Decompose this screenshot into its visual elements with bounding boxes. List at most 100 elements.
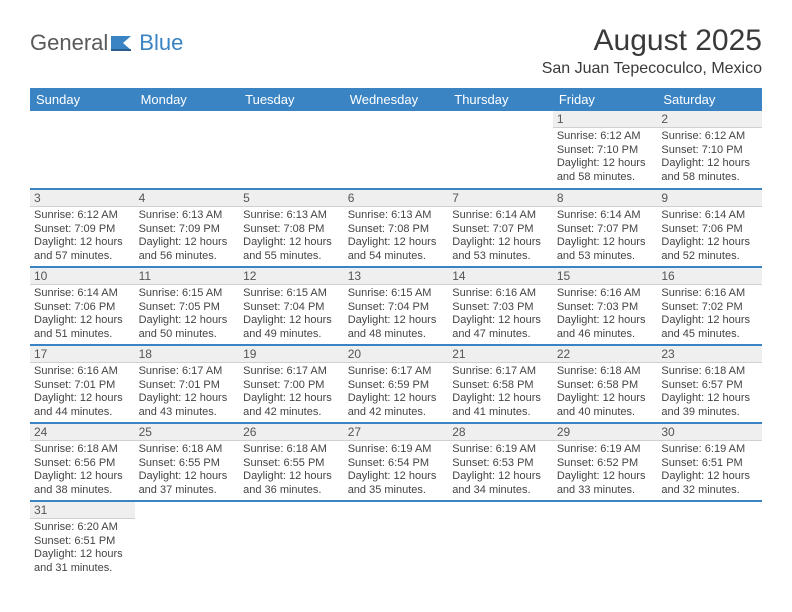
cell-body: Sunrise: 6:15 AMSunset: 7:04 PMDaylight:… (239, 285, 344, 344)
cell-body: Sunrise: 6:14 AMSunset: 7:07 PMDaylight:… (448, 207, 553, 266)
calendar-cell: .. (135, 501, 240, 579)
cell-daylight1: Daylight: 12 hours (139, 236, 236, 250)
calendar-cell: 12Sunrise: 6:15 AMSunset: 7:04 PMDayligh… (239, 267, 344, 345)
day-header: Saturday (657, 88, 762, 111)
cell-daylight1: Daylight: 12 hours (661, 157, 758, 171)
calendar-cell: 25Sunrise: 6:18 AMSunset: 6:55 PMDayligh… (135, 423, 240, 501)
cell-sunrise: Sunrise: 6:12 AM (557, 130, 654, 144)
day-number: 8 (553, 190, 658, 207)
cell-sunrise: Sunrise: 6:15 AM (243, 287, 340, 301)
cell-body: Sunrise: 6:19 AMSunset: 6:53 PMDaylight:… (448, 441, 553, 500)
cell-daylight2: and 35 minutes. (348, 484, 445, 498)
cell-body: Sunrise: 6:12 AMSunset: 7:10 PMDaylight:… (553, 128, 658, 187)
cell-daylight1: Daylight: 12 hours (452, 392, 549, 406)
cell-sunrise: Sunrise: 6:19 AM (661, 443, 758, 457)
day-number: 22 (553, 346, 658, 363)
cell-sunrise: Sunrise: 6:14 AM (452, 209, 549, 223)
cell-sunset: Sunset: 7:08 PM (243, 223, 340, 237)
cell-daylight1: Daylight: 12 hours (243, 236, 340, 250)
day-number: 24 (30, 424, 135, 441)
cell-daylight2: and 46 minutes. (557, 328, 654, 342)
day-header: Friday (553, 88, 658, 111)
cell-daylight2: and 44 minutes. (34, 406, 131, 420)
cell-body: Sunrise: 6:12 AMSunset: 7:09 PMDaylight:… (30, 207, 135, 266)
calendar-cell: 27Sunrise: 6:19 AMSunset: 6:54 PMDayligh… (344, 423, 449, 501)
day-number: 13 (344, 268, 449, 285)
cell-body: Sunrise: 6:13 AMSunset: 7:09 PMDaylight:… (135, 207, 240, 266)
cell-daylight1: Daylight: 12 hours (34, 470, 131, 484)
cell-body: Sunrise: 6:16 AMSunset: 7:03 PMDaylight:… (448, 285, 553, 344)
calendar-cell: .. (448, 501, 553, 579)
cell-daylight2: and 57 minutes. (34, 250, 131, 264)
cell-daylight2: and 32 minutes. (661, 484, 758, 498)
day-number: 4 (135, 190, 240, 207)
calendar-cell: 4Sunrise: 6:13 AMSunset: 7:09 PMDaylight… (135, 189, 240, 267)
cell-daylight1: Daylight: 12 hours (661, 470, 758, 484)
flag-icon (108, 30, 139, 56)
calendar-cell: 3Sunrise: 6:12 AMSunset: 7:09 PMDaylight… (30, 189, 135, 267)
cell-body: Sunrise: 6:14 AMSunset: 7:06 PMDaylight:… (657, 207, 762, 266)
calendar-cell: .. (344, 111, 449, 189)
cell-sunrise: Sunrise: 6:19 AM (452, 443, 549, 457)
cell-sunrise: Sunrise: 6:18 AM (34, 443, 131, 457)
cell-sunset: Sunset: 7:00 PM (243, 379, 340, 393)
calendar-cell: 14Sunrise: 6:16 AMSunset: 7:03 PMDayligh… (448, 267, 553, 345)
cell-sunrise: Sunrise: 6:12 AM (661, 130, 758, 144)
day-number: 2 (657, 111, 762, 128)
calendar-cell: 20Sunrise: 6:17 AMSunset: 6:59 PMDayligh… (344, 345, 449, 423)
cell-daylight2: and 33 minutes. (557, 484, 654, 498)
calendar-head: SundayMondayTuesdayWednesdayThursdayFrid… (30, 88, 762, 111)
cell-sunset: Sunset: 6:51 PM (34, 535, 131, 549)
day-number: 20 (344, 346, 449, 363)
cell-body: Sunrise: 6:17 AMSunset: 6:58 PMDaylight:… (448, 363, 553, 422)
cell-sunrise: Sunrise: 6:16 AM (557, 287, 654, 301)
cell-daylight1: Daylight: 12 hours (139, 470, 236, 484)
cell-sunset: Sunset: 7:09 PM (34, 223, 131, 237)
calendar-row: 10Sunrise: 6:14 AMSunset: 7:06 PMDayligh… (30, 267, 762, 345)
cell-daylight2: and 48 minutes. (348, 328, 445, 342)
day-header: Monday (135, 88, 240, 111)
cell-sunrise: Sunrise: 6:13 AM (243, 209, 340, 223)
calendar-cell: .. (657, 501, 762, 579)
cell-sunset: Sunset: 6:57 PM (661, 379, 758, 393)
day-header: Tuesday (239, 88, 344, 111)
calendar-cell: 28Sunrise: 6:19 AMSunset: 6:53 PMDayligh… (448, 423, 553, 501)
cell-daylight1: Daylight: 12 hours (139, 392, 236, 406)
day-number: 5 (239, 190, 344, 207)
cell-body: Sunrise: 6:13 AMSunset: 7:08 PMDaylight:… (344, 207, 449, 266)
cell-daylight1: Daylight: 12 hours (243, 392, 340, 406)
calendar-cell: 16Sunrise: 6:16 AMSunset: 7:02 PMDayligh… (657, 267, 762, 345)
cell-daylight2: and 52 minutes. (661, 250, 758, 264)
cell-daylight2: and 50 minutes. (139, 328, 236, 342)
day-number: 18 (135, 346, 240, 363)
cell-sunset: Sunset: 6:58 PM (557, 379, 654, 393)
day-number: 6 (344, 190, 449, 207)
calendar-cell: .. (553, 501, 658, 579)
cell-body: Sunrise: 6:18 AMSunset: 6:57 PMDaylight:… (657, 363, 762, 422)
calendar-cell: .. (448, 111, 553, 189)
cell-sunset: Sunset: 7:09 PM (139, 223, 236, 237)
day-number: 9 (657, 190, 762, 207)
calendar-cell: 18Sunrise: 6:17 AMSunset: 7:01 PMDayligh… (135, 345, 240, 423)
cell-sunrise: Sunrise: 6:13 AM (139, 209, 236, 223)
cell-daylight1: Daylight: 12 hours (34, 548, 131, 562)
cell-daylight1: Daylight: 12 hours (661, 314, 758, 328)
cell-daylight1: Daylight: 12 hours (557, 157, 654, 171)
cell-body: Sunrise: 6:13 AMSunset: 7:08 PMDaylight:… (239, 207, 344, 266)
cell-sunrise: Sunrise: 6:15 AM (139, 287, 236, 301)
calendar-cell: 15Sunrise: 6:16 AMSunset: 7:03 PMDayligh… (553, 267, 658, 345)
calendar-row: ..........1Sunrise: 6:12 AMSunset: 7:10 … (30, 111, 762, 189)
day-number: 28 (448, 424, 553, 441)
cell-daylight2: and 42 minutes. (348, 406, 445, 420)
cell-sunset: Sunset: 7:04 PM (243, 301, 340, 315)
cell-body: Sunrise: 6:17 AMSunset: 7:00 PMDaylight:… (239, 363, 344, 422)
cell-sunrise: Sunrise: 6:18 AM (139, 443, 236, 457)
day-number: 30 (657, 424, 762, 441)
cell-daylight2: and 47 minutes. (452, 328, 549, 342)
day-header: Wednesday (344, 88, 449, 111)
cell-sunset: Sunset: 6:52 PM (557, 457, 654, 471)
calendar-cell: 11Sunrise: 6:15 AMSunset: 7:05 PMDayligh… (135, 267, 240, 345)
cell-sunset: Sunset: 6:53 PM (452, 457, 549, 471)
cell-daylight2: and 31 minutes. (34, 562, 131, 576)
month-title: August 2025 (542, 24, 762, 58)
